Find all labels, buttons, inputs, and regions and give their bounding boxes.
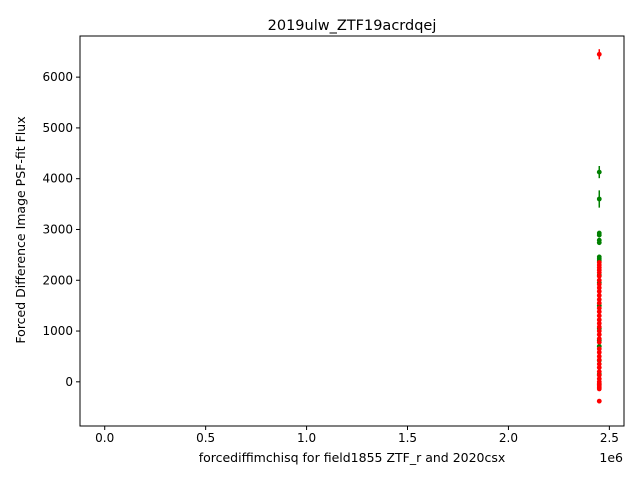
plot-frame — [79, 35, 625, 427]
data-point — [596, 386, 602, 392]
x-axis: 0.0 0.5 1.0 1.5 2.0 2.5 — [95, 426, 619, 445]
data-point — [596, 324, 602, 330]
x-tick-label: 1.5 — [398, 431, 417, 445]
data-point — [596, 357, 602, 363]
data-point — [596, 309, 602, 315]
data-point — [596, 281, 602, 287]
data-point — [596, 328, 602, 334]
data-point — [596, 339, 602, 345]
x-tick-label: 1.0 — [297, 431, 316, 445]
plot-area — [596, 49, 602, 404]
data-point — [596, 398, 602, 404]
data-point — [596, 240, 602, 246]
data-point — [596, 300, 602, 306]
x-axis-offset-label: 1e6 — [599, 450, 623, 465]
data-point — [596, 297, 602, 302]
x-axis-label: forcediffimchisq for field1855 ZTF_r and… — [199, 450, 506, 465]
data-point — [596, 336, 602, 342]
x-tick-label: 0.0 — [95, 431, 114, 445]
data-point — [596, 332, 602, 337]
data-point — [596, 270, 602, 276]
data-point — [596, 346, 602, 352]
data-point — [596, 273, 602, 279]
x-tick-label: 0.5 — [196, 431, 215, 445]
data-point — [596, 372, 602, 378]
y-tick-label: 1000 — [42, 324, 73, 338]
x-tick-label: 2.5 — [600, 431, 619, 445]
data-point — [596, 354, 602, 359]
series-1 — [596, 49, 602, 404]
data-point — [596, 51, 602, 57]
data-point — [596, 321, 602, 326]
y-tick-label: 4000 — [42, 172, 73, 186]
data-point — [596, 285, 602, 291]
data-point — [596, 169, 602, 175]
y-axis-label: Forced Difference Image PSF-fit Flux — [13, 116, 28, 343]
data-point — [596, 293, 602, 298]
data-point — [596, 349, 602, 355]
x-tick-label: 2.0 — [499, 431, 518, 445]
y-tick-label: 0 — [65, 375, 73, 389]
y-axis: 0 1000 2000 3000 4000 5000 6000 — [42, 70, 80, 389]
data-point — [596, 361, 602, 367]
data-point — [596, 196, 602, 202]
data-point — [596, 232, 602, 238]
data-point — [596, 277, 602, 283]
data-point — [596, 289, 602, 294]
data-point — [596, 317, 602, 323]
y-tick-label: 2000 — [42, 273, 73, 287]
y-tick-label: 5000 — [42, 121, 73, 135]
y-tick-label: 6000 — [42, 70, 73, 84]
data-point — [596, 313, 602, 319]
data-point — [596, 369, 602, 375]
data-point — [596, 305, 602, 311]
chart-title: 2019ulw_ZTF19acrdqej — [268, 18, 437, 34]
data-point — [596, 365, 602, 371]
y-tick-label: 3000 — [42, 222, 73, 236]
